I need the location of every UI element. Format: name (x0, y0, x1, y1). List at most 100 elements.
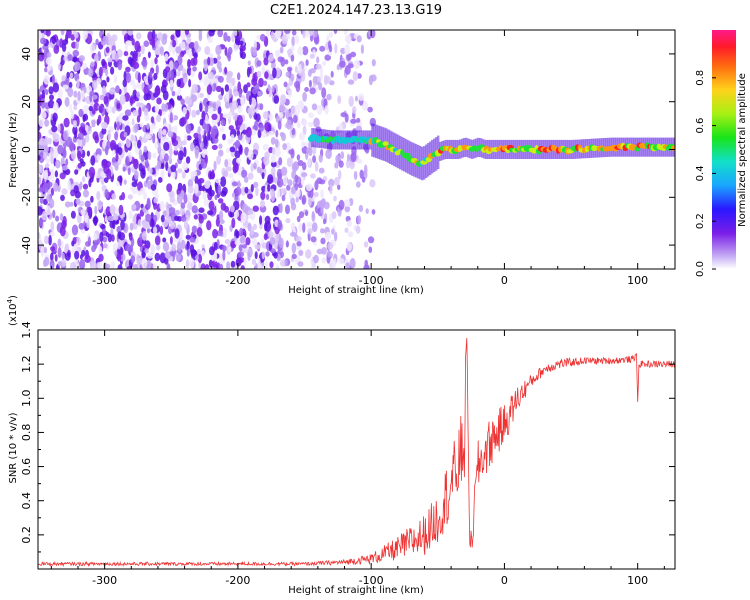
noise-speck (84, 216, 89, 223)
noise-speck (134, 123, 139, 133)
noise-speck (275, 129, 279, 138)
noise-speck (220, 119, 226, 127)
noise-speck (140, 187, 146, 195)
noise-speck (134, 170, 139, 180)
noise-speck (292, 161, 300, 171)
noise-speck (48, 234, 52, 246)
noise-speck (71, 150, 77, 160)
noise-speck (147, 51, 151, 59)
noise-speck (250, 105, 256, 116)
noise-speck (301, 172, 308, 178)
noise-speck (216, 60, 222, 70)
noise-speck (363, 264, 370, 269)
noise-speck (298, 222, 304, 232)
noise-speck (247, 209, 254, 215)
noise-speck (311, 222, 318, 233)
noise-speck (103, 164, 110, 175)
noise-speck (321, 257, 327, 264)
noise-speck (127, 56, 133, 65)
noise-speck (349, 258, 356, 269)
noise-speck (74, 61, 81, 71)
noise-speck (106, 105, 113, 114)
noise-speck (300, 177, 304, 186)
spectrogram-x-label: Height of straight line (km) (288, 285, 424, 296)
noise-speck (252, 88, 258, 95)
noise-speck (86, 207, 91, 213)
noise-speck (44, 119, 50, 127)
noise-speck (329, 260, 336, 269)
noise-speck (237, 105, 243, 114)
noise-speck (185, 234, 191, 240)
noise-speck (231, 217, 236, 229)
noise-speck (94, 205, 98, 215)
noise-speck (295, 236, 302, 242)
noise-speck (38, 187, 44, 193)
noise-speck (154, 235, 161, 246)
noise-speck (296, 154, 301, 161)
noise-speck (227, 46, 233, 55)
noise-speck (250, 163, 254, 173)
noise-speck (82, 30, 88, 40)
noise-speck (204, 103, 209, 114)
noise-speck (152, 152, 157, 159)
noise-speck (99, 94, 105, 101)
noise-speck (57, 247, 62, 258)
noise-speck (227, 172, 234, 179)
noise-speck (186, 240, 190, 250)
noise-speck (159, 46, 164, 55)
noise-speck (217, 75, 224, 83)
colorbar-tick-label: 0.4 (695, 165, 706, 181)
noise-speck (42, 182, 49, 193)
noise-speck (357, 73, 362, 79)
noise-speck (224, 239, 231, 245)
noise-speck (113, 74, 118, 84)
noise-speck (88, 166, 96, 178)
noise-speck (173, 149, 179, 156)
snr-y-tick-label: 0.2 (20, 526, 33, 544)
noise-speck (118, 204, 124, 216)
noise-speck (239, 257, 245, 263)
noise-speck (191, 109, 197, 118)
noise-speck (61, 42, 67, 52)
noise-speck (134, 40, 141, 52)
noise-speck (301, 145, 308, 154)
noise-speck (199, 118, 204, 126)
noise-speck (112, 242, 118, 250)
noise-speck (198, 177, 205, 184)
noise-speck (200, 129, 205, 136)
noise-speck (235, 230, 240, 239)
noise-speck (216, 230, 223, 237)
noise-speck (165, 66, 171, 73)
noise-speck (124, 120, 131, 127)
noise-speck (136, 91, 141, 98)
snr-y-tick-label: 1.4 (20, 321, 33, 339)
noise-speck (70, 261, 77, 269)
noise-speck (239, 227, 243, 237)
noise-speck (276, 180, 281, 186)
noise-speck (308, 79, 312, 88)
noise-speck (38, 238, 43, 246)
noise-speck (297, 46, 304, 56)
noise-speck (133, 52, 137, 63)
noise-speck (127, 194, 133, 200)
noise-speck (181, 171, 186, 179)
noise-speck (160, 84, 167, 94)
noise-speck (190, 142, 195, 152)
noise-speck (309, 87, 316, 95)
noise-speck (228, 125, 234, 131)
noise-speck (45, 205, 52, 216)
noise-speck (125, 40, 132, 46)
noise-speck (302, 125, 307, 136)
noise-speck (286, 33, 291, 40)
noise-speck (155, 64, 159, 75)
noise-speck (220, 87, 224, 96)
noise-speck (174, 215, 180, 221)
noise-speck (116, 102, 121, 110)
noise-speck (220, 190, 227, 197)
noise-speck (61, 75, 67, 81)
noise-speck (243, 84, 248, 94)
noise-speck (66, 30, 72, 39)
noise-speck (302, 162, 307, 171)
noise-speck (324, 54, 332, 61)
noise-speck (215, 217, 220, 227)
